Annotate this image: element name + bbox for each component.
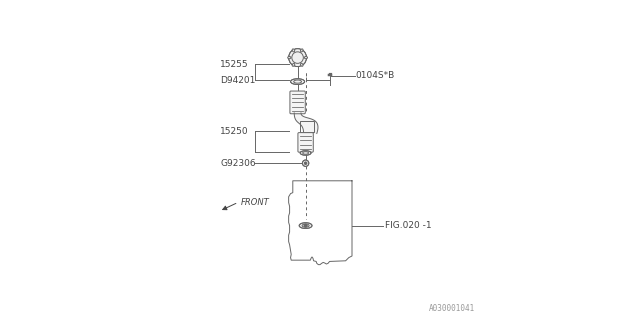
Circle shape [289,49,307,67]
Circle shape [305,162,307,164]
FancyBboxPatch shape [298,132,314,152]
Ellipse shape [301,63,303,66]
Ellipse shape [287,56,291,59]
Ellipse shape [292,63,294,66]
Text: 0104S*B: 0104S*B [356,71,395,80]
Text: A030001041: A030001041 [429,304,475,313]
Circle shape [304,224,307,227]
Ellipse shape [292,49,294,52]
Ellipse shape [301,49,303,52]
Text: D94201: D94201 [220,76,255,84]
Polygon shape [294,113,318,133]
Text: FIG.020 -1: FIG.020 -1 [385,221,431,230]
Circle shape [303,160,309,166]
Ellipse shape [300,223,312,228]
Ellipse shape [291,79,305,84]
Text: G92306: G92306 [220,159,256,168]
FancyBboxPatch shape [290,91,305,114]
Text: 15250: 15250 [220,127,249,136]
Ellipse shape [300,151,311,155]
Text: FRONT: FRONT [241,198,269,207]
Ellipse shape [305,56,308,59]
Text: 15255: 15255 [220,60,249,68]
